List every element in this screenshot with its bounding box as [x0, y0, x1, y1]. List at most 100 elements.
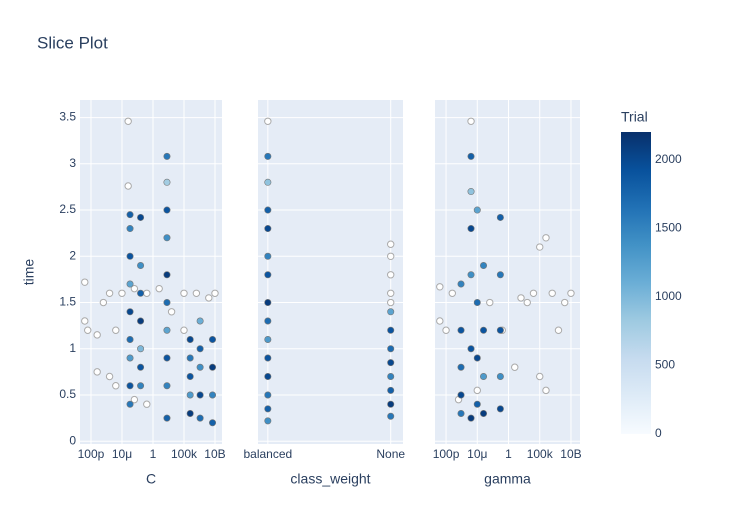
point	[473, 400, 481, 408]
x-axis-label: C	[146, 471, 156, 487]
point-other	[529, 289, 538, 297]
point-other	[112, 382, 120, 390]
point	[209, 336, 217, 344]
point-other	[264, 117, 272, 125]
point	[126, 400, 134, 408]
point	[163, 299, 171, 307]
y-tick-label: 3	[69, 156, 76, 170]
point-other	[542, 386, 550, 395]
point	[457, 391, 465, 399]
point	[209, 419, 217, 427]
point-other	[561, 298, 569, 307]
point	[496, 213, 504, 221]
point	[137, 213, 145, 221]
plot-area	[435, 100, 580, 444]
point-other	[442, 326, 450, 334]
point	[480, 262, 488, 270]
point	[264, 152, 272, 160]
point	[196, 317, 204, 325]
point-other	[167, 308, 176, 316]
point	[186, 372, 194, 380]
point-other	[436, 317, 444, 325]
point	[264, 336, 272, 344]
point	[163, 152, 171, 160]
point	[387, 326, 395, 334]
point	[196, 363, 204, 371]
point	[163, 206, 171, 214]
colorbar-tick-label: 500	[655, 358, 675, 372]
point-other	[118, 289, 126, 297]
x-tick-label: 100k	[527, 447, 554, 461]
y-tick-label: 1	[69, 341, 76, 355]
point	[163, 326, 171, 334]
x-tick-label: 1	[505, 447, 512, 461]
x-tick-label: balanced	[243, 447, 292, 461]
point-other	[155, 284, 163, 293]
point-other	[448, 289, 456, 297]
point-other	[436, 283, 444, 291]
point	[480, 372, 488, 380]
point	[480, 326, 488, 334]
y-tick-label: 0	[69, 433, 76, 447]
colorbar-title: Trial	[621, 109, 648, 125]
point	[387, 372, 395, 380]
point	[264, 252, 272, 260]
x-tick-label: 100p	[433, 447, 460, 461]
point	[473, 299, 481, 307]
point	[264, 271, 272, 279]
point-other	[93, 331, 101, 339]
point	[126, 382, 134, 390]
point-other	[567, 289, 575, 297]
point	[264, 405, 272, 413]
point-other	[517, 294, 525, 302]
x-tick-label: 10B	[560, 447, 581, 461]
point-other	[143, 400, 151, 408]
point	[264, 299, 272, 307]
plot-area	[258, 100, 403, 444]
point	[126, 280, 134, 288]
point	[137, 345, 145, 353]
point-other	[105, 289, 114, 297]
x-tick-label: None	[376, 447, 405, 461]
point	[126, 354, 134, 362]
point	[473, 354, 481, 362]
point	[137, 317, 145, 325]
point	[163, 382, 171, 390]
point	[126, 308, 134, 316]
point	[496, 271, 504, 279]
chart-title: Slice Plot	[37, 33, 108, 52]
point-other	[387, 252, 395, 260]
point	[196, 414, 204, 422]
point	[387, 386, 395, 394]
point	[186, 409, 194, 417]
point-other	[211, 289, 219, 297]
point	[137, 363, 145, 371]
point-other	[387, 289, 395, 297]
point	[457, 326, 465, 334]
y-axis-label: time	[21, 259, 37, 286]
point	[264, 417, 272, 425]
point-other	[536, 243, 544, 251]
point	[264, 372, 272, 380]
point-other	[523, 298, 531, 307]
point	[467, 414, 475, 422]
point	[196, 345, 204, 353]
point-other	[511, 363, 519, 371]
point-other	[81, 317, 89, 325]
point	[264, 317, 272, 325]
point	[163, 178, 171, 186]
colorbar-tick-label: 1000	[655, 289, 682, 303]
point	[387, 308, 395, 316]
point	[163, 234, 171, 242]
point-other	[467, 117, 475, 125]
point	[137, 289, 145, 297]
point	[387, 345, 395, 353]
point	[126, 252, 134, 260]
point-other	[387, 240, 395, 248]
colorbar	[621, 132, 651, 434]
point-other	[387, 271, 395, 279]
point	[467, 188, 475, 196]
x-tick-label: 10μ	[467, 447, 487, 461]
point	[126, 225, 134, 233]
